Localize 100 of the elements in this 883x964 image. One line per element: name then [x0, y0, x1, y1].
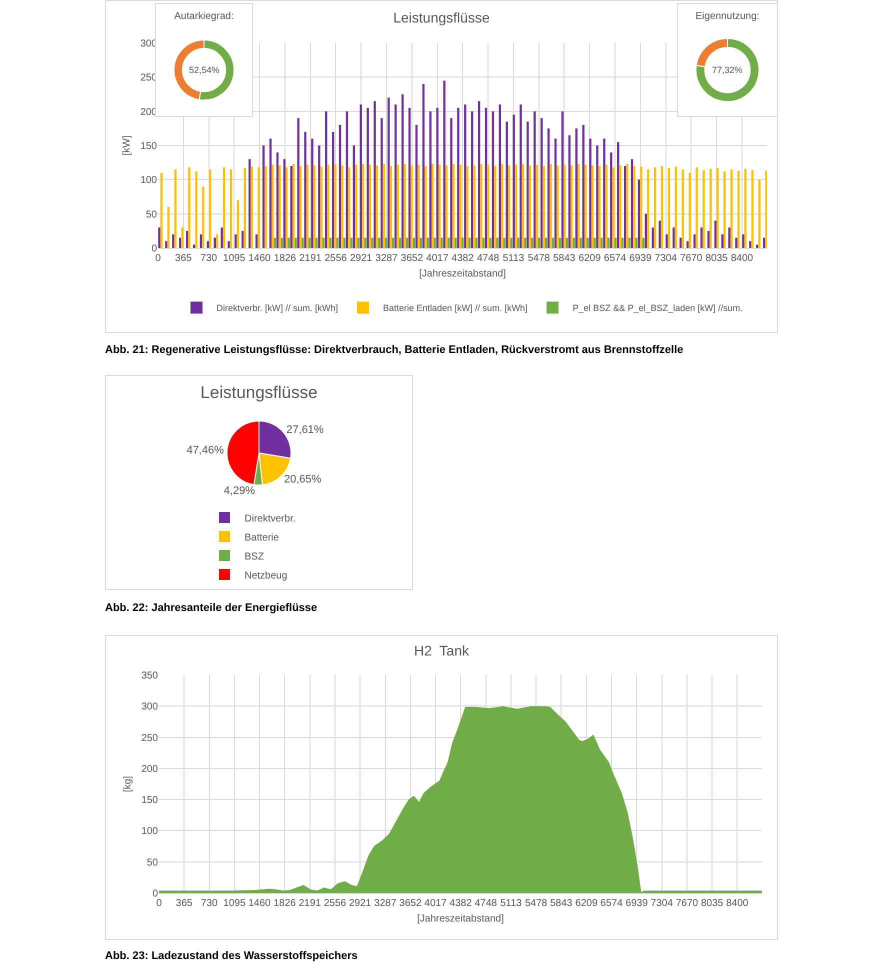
x-tick-label: 2556 — [324, 253, 348, 264]
bar — [325, 111, 328, 248]
x-axis-title: [Jahreszeitabstand] — [419, 268, 506, 280]
bar — [250, 166, 253, 248]
bar — [688, 172, 691, 248]
bar — [459, 164, 462, 248]
bar — [160, 172, 163, 248]
bar — [299, 166, 302, 248]
bar — [457, 108, 460, 248]
bar — [536, 164, 538, 248]
bar — [396, 164, 399, 248]
bar — [290, 166, 292, 248]
bar — [188, 167, 190, 248]
bar — [617, 142, 620, 248]
bar — [448, 238, 450, 248]
bar — [327, 164, 330, 248]
annotation: 77,32% — [712, 65, 743, 75]
bar — [744, 168, 747, 248]
bar — [418, 164, 420, 248]
bar — [471, 111, 474, 248]
x-tick-label: 7670 — [680, 253, 703, 264]
bar — [582, 125, 584, 248]
bar — [352, 146, 356, 248]
bar — [644, 214, 648, 248]
bar — [700, 228, 703, 248]
x-tick-label: 5113 — [502, 253, 525, 264]
bar — [432, 164, 434, 248]
data-label: 27,61% — [286, 424, 324, 436]
bar — [598, 166, 601, 248]
x-tick-label: 3287 — [375, 253, 398, 264]
bar — [654, 167, 656, 248]
x-tick-label: 6574 — [604, 253, 627, 264]
bar — [716, 168, 719, 248]
bar — [380, 118, 383, 248]
bar — [658, 220, 661, 248]
x-tick-label: 4382 — [452, 253, 474, 264]
bar — [288, 238, 290, 248]
bar — [647, 169, 650, 248]
bar — [158, 228, 160, 248]
bar — [492, 111, 494, 248]
x-tick-label: 2191 — [298, 898, 322, 909]
bar — [410, 165, 413, 248]
y-tick-label: 50 — [146, 857, 158, 868]
bar — [464, 104, 466, 248]
bar — [346, 111, 348, 248]
y-tick-label: 300 — [141, 702, 158, 713]
bar — [522, 164, 524, 248]
bar — [660, 166, 664, 248]
bar — [278, 165, 281, 248]
bar — [192, 244, 196, 248]
bar — [438, 164, 441, 248]
bar — [594, 238, 596, 248]
bar — [264, 166, 267, 248]
bar — [591, 165, 594, 248]
chart-title: Autarkiegrad: — [174, 10, 234, 22]
bar — [528, 165, 532, 248]
bar — [269, 138, 272, 248]
bar — [638, 180, 640, 248]
y-tick-label: 200 — [141, 764, 158, 775]
x-tick-label: 1826 — [274, 898, 296, 909]
bar — [714, 220, 717, 248]
caption: Abb. 23: Ladezustand des Wasserstoffspeichers — [105, 950, 358, 962]
bar — [294, 238, 297, 248]
bar — [498, 104, 502, 248]
bar — [723, 171, 726, 248]
bar — [362, 164, 364, 248]
legend-label: BSZ — [244, 551, 264, 562]
y-axis-title: [kW] — [121, 135, 132, 156]
bar — [378, 238, 380, 248]
y-tick-label: 350 — [141, 670, 158, 682]
bar — [357, 238, 360, 248]
bar — [758, 180, 760, 248]
bar — [454, 238, 457, 248]
bar — [707, 230, 710, 248]
bar — [686, 241, 689, 248]
bar — [366, 108, 369, 248]
bar — [209, 169, 212, 248]
legend-label: Direktverbr. [kW] // sum. [kWh] — [216, 303, 338, 314]
caption: Abb. 21: Regenerative Leistungsflüsse: Direktverbrauch, Batterie Entladen, Rückverstromt aus Brennstoffzelle — [105, 344, 684, 356]
x-tick-label: 3287 — [374, 898, 397, 909]
bar — [445, 165, 448, 248]
x-tick-label: 365 — [175, 253, 192, 264]
bar — [371, 238, 374, 248]
bar — [547, 128, 550, 248]
x-tick-label: 5113 — [500, 898, 522, 909]
x-tick-label: 6209 — [575, 898, 598, 909]
bar — [674, 166, 678, 248]
bar — [228, 241, 230, 248]
bar — [682, 169, 684, 248]
bar — [672, 228, 675, 248]
bar — [292, 164, 295, 248]
data-label: 20,65% — [284, 473, 322, 486]
x-tick-label: 1826 — [274, 253, 296, 264]
bar — [450, 118, 452, 248]
bar — [666, 234, 668, 248]
bar — [556, 165, 559, 248]
bar — [390, 166, 392, 248]
bar — [524, 238, 526, 248]
bar — [364, 238, 366, 248]
bar — [382, 164, 386, 248]
